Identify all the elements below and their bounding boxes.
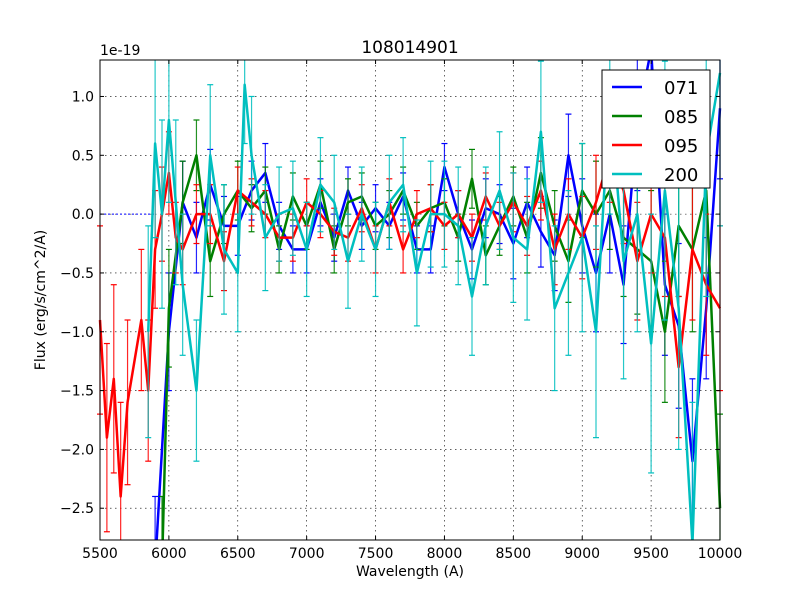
y-tick-label: −1.5	[60, 384, 94, 400]
x-axis-label: Wavelength (A)	[356, 564, 464, 580]
legend-box	[601, 69, 711, 189]
ticks: 5500 6000 6500 7000 7500 8000 8500 9000 9500 1000…	[60, 60, 742, 562]
legend-label-085: 085	[664, 107, 698, 128]
y-axis-label: Flux (erg/s/cm^2/A)	[33, 230, 49, 370]
x-tick-label: 5500	[82, 546, 118, 562]
x-tick-label: 7000	[289, 546, 325, 562]
y-tick-label: 0.5	[72, 148, 94, 164]
legend-label-071: 071	[664, 78, 698, 99]
series-line-085	[161, 154, 722, 541]
y-tick-label: −1.0	[60, 325, 94, 341]
chart-title: 108014901	[361, 38, 458, 58]
x-tick-label: 6500	[220, 546, 256, 562]
y-tick-label: 0.0	[72, 207, 94, 223]
y-offset-label: 1e-19	[100, 43, 140, 59]
x-tick-label: 6000	[151, 546, 187, 562]
legend: 071 085 095 200	[601, 69, 711, 189]
series-200	[145, 60, 723, 541]
x-tick-label: 9000	[564, 546, 600, 562]
y-tick-label: 1.0	[72, 89, 94, 105]
y-tick-label: −2.5	[60, 501, 94, 517]
y-tick-label: −0.5	[60, 266, 94, 282]
x-tick-label: 10000	[698, 546, 743, 562]
legend-label-200: 200	[664, 165, 698, 186]
legend-label-095: 095	[664, 136, 698, 157]
y-tick-label: −2.0	[60, 442, 94, 458]
x-tick-label: 8000	[427, 546, 463, 562]
x-tick-label: 8500	[496, 546, 532, 562]
x-tick-label: 7500	[358, 546, 394, 562]
x-tick-label: 9500	[633, 546, 669, 562]
axes-frame	[99, 59, 721, 541]
